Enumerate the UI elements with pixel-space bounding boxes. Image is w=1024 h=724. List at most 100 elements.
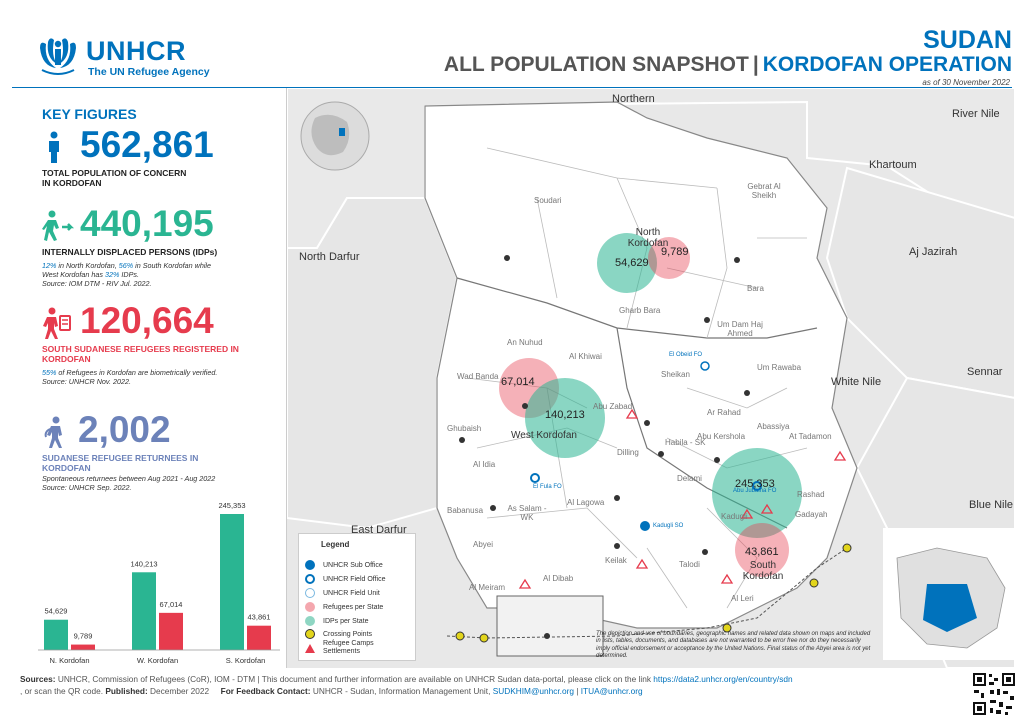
region-label: Aj Jazirah [909, 246, 958, 258]
org-subtitle: The UN Refugee Agency [88, 66, 210, 78]
office-label: El Obeid FO [669, 352, 703, 358]
email-separator: | [573, 686, 581, 696]
bar-w-kordofan-1 [159, 612, 183, 650]
bar-value-label: 43,861 [248, 613, 271, 622]
legend-item: Refugee Camps Settlements [305, 640, 393, 656]
bar-value-label: 54,629 [45, 607, 68, 616]
refugees-note-text: of Refugees in Kordofan are biometricall… [56, 368, 218, 377]
legend-title: Legend [321, 540, 350, 549]
region-label: White Nile [831, 376, 882, 388]
bubble-south-idp [712, 448, 802, 538]
map-legend: Legend UNHCR Sub Office UNHCR Field Offi… [298, 533, 416, 661]
region-label: Sennar [967, 366, 1003, 378]
locality-label: Kadugli [721, 512, 748, 521]
locality-label: Babanusa [447, 506, 484, 515]
region-label: Northern [612, 93, 655, 105]
published-value: December 2022 [147, 686, 210, 696]
legend-item: UNHCR Sub Office [305, 560, 383, 570]
idps-note-text-4: IDPs. [119, 270, 139, 279]
office-label: El Fula FO [533, 484, 562, 490]
sources-text: UNHCR, Commission of Refugees (CoR), IOM… [55, 674, 654, 684]
org-name: UNHCR [86, 36, 186, 66]
refugees-verified-pct: 55% [42, 368, 57, 377]
published-label: Published: [105, 686, 148, 696]
category-label: N. Kordofan [49, 656, 89, 665]
bar-w-kordofan-0 [132, 572, 156, 650]
category-label: W. Kordofan [137, 656, 178, 665]
locality-label: Rashad [797, 490, 825, 499]
bubble-north-idp [597, 233, 657, 293]
idps-note-text-1: in North Kordofan, [56, 261, 119, 270]
email-link-1[interactable]: SUDKHIM@unhcr.org [492, 686, 574, 696]
sources-label: Sources: [20, 674, 56, 684]
locality-label: Al Meiram [469, 583, 506, 592]
title-part-2: KORDOFAN OPERATION [762, 53, 1012, 76]
feedback-text: UNHCR - Sudan, Information Management Un… [310, 686, 493, 696]
idps-label: INTERNALLY DISPLACED PERSONS (IDPs) [42, 247, 218, 257]
locality-label: Al Khiwai [569, 352, 602, 361]
unhcr-emblem-icon [40, 38, 76, 75]
returnees-note-text: Spontaneous returnees between Aug 2021 -… [42, 474, 216, 483]
locality-label: Ghubaish [447, 424, 482, 433]
field-office-icon [305, 574, 315, 584]
locality-label: At Tadamon [789, 432, 832, 441]
locality-label: Gebrat Al Sheikh [747, 182, 781, 200]
category-label: S. Kordofan [226, 656, 266, 665]
locality-label: As Salam - WK [507, 504, 547, 522]
legend-item: UNHCR Field Office [305, 574, 386, 584]
locality-label: Sheikan [661, 370, 690, 379]
email-link-2[interactable]: ITUA@unhcr.org [580, 686, 643, 696]
idps-note: 12% in North Kordofan, 56% in South Kord… [42, 261, 272, 288]
locality-label: Al Lagowa [567, 498, 605, 507]
data-portal-link[interactable]: https://data2.unhcr.org/en/country/sdn [653, 674, 793, 684]
qr-code-icon[interactable] [972, 672, 1016, 716]
locality-label: Delami [677, 474, 702, 483]
bubble-value-north-ref: 9,789 [661, 246, 689, 258]
bubble-value-west-idp: 140,213 [545, 409, 585, 421]
locality-label: Um Dam Haj Ahmed [717, 320, 763, 338]
idps-value: 440,195 [80, 203, 214, 244]
locality-label: Ar Rahad [707, 408, 741, 417]
population-bar-chart: 54,629 9,789 N. Kordofan 140,213 67,014 W. Ko… [34, 492, 284, 670]
locality-label: Um Rawaba [757, 363, 802, 372]
report-date: as of 30 November 2022 [922, 78, 1010, 87]
page-title: ALL POPULATION SNAPSHOT | KORDOFAN OPERATI… [444, 53, 1012, 77]
locality-label: Al Leri [731, 594, 754, 603]
bar-s-kordofan-0 [220, 514, 244, 650]
idps-note-text-3: West Kordofan has [42, 270, 105, 279]
legend-item: Refugees per State [305, 602, 383, 612]
bar-value-label: 67,014 [160, 600, 183, 609]
field-unit-icon [305, 588, 315, 598]
returnees-note: Spontaneous returnees between Aug 2021 -… [42, 474, 272, 492]
bubble-north-ref [648, 237, 690, 279]
locality-label: Al Dibab [543, 574, 574, 583]
region-label: Khartoum [869, 159, 917, 171]
key-figures-title: KEY FIGURES [42, 106, 137, 122]
total-population-label: TOTAL POPULATION OF CONCERN IN KORDOFAN [42, 168, 187, 188]
refugees-source: Source: UNHCR Nov. 2022. [42, 377, 131, 386]
refugees-circle-icon [305, 602, 315, 612]
title-separator: | [752, 53, 759, 76]
bubble-south-ref [735, 523, 789, 577]
title-part-1: ALL POPULATION SNAPSHOT [443, 53, 749, 76]
region-label: River Nile [952, 108, 1000, 120]
legend-label: Refugees per State [323, 603, 384, 611]
idps-north-pct: 12% [42, 261, 57, 270]
region-label: Blue Nile [969, 499, 1014, 511]
locality-label: Abu Kershola [697, 432, 746, 441]
legend-label: IDPs per State [323, 617, 369, 625]
person-icon [49, 131, 59, 163]
locality-label: Bara [747, 284, 764, 293]
total-population-value: 562,861 [80, 124, 214, 165]
returnees-source: Source: UNHCR Sep. 2022. [42, 483, 132, 492]
bubble-west-idp [525, 378, 605, 458]
legend-label: Crossing Points [323, 630, 373, 638]
returnee-icon [44, 416, 62, 448]
idps-west-pct: 32% [105, 270, 120, 279]
bar-s-kordofan-1 [247, 625, 271, 650]
bar-chart-svg: 54,629 9,789 N. Kordofan 140,213 67,014 W. Ko… [38, 501, 280, 665]
legend-item: IDPs per State [305, 616, 369, 626]
state-label-north: North Kordofan [627, 227, 669, 249]
legend-item: UNHCR Field Unit [305, 588, 380, 598]
footer-line2: , or scan the QR code. [20, 686, 106, 696]
